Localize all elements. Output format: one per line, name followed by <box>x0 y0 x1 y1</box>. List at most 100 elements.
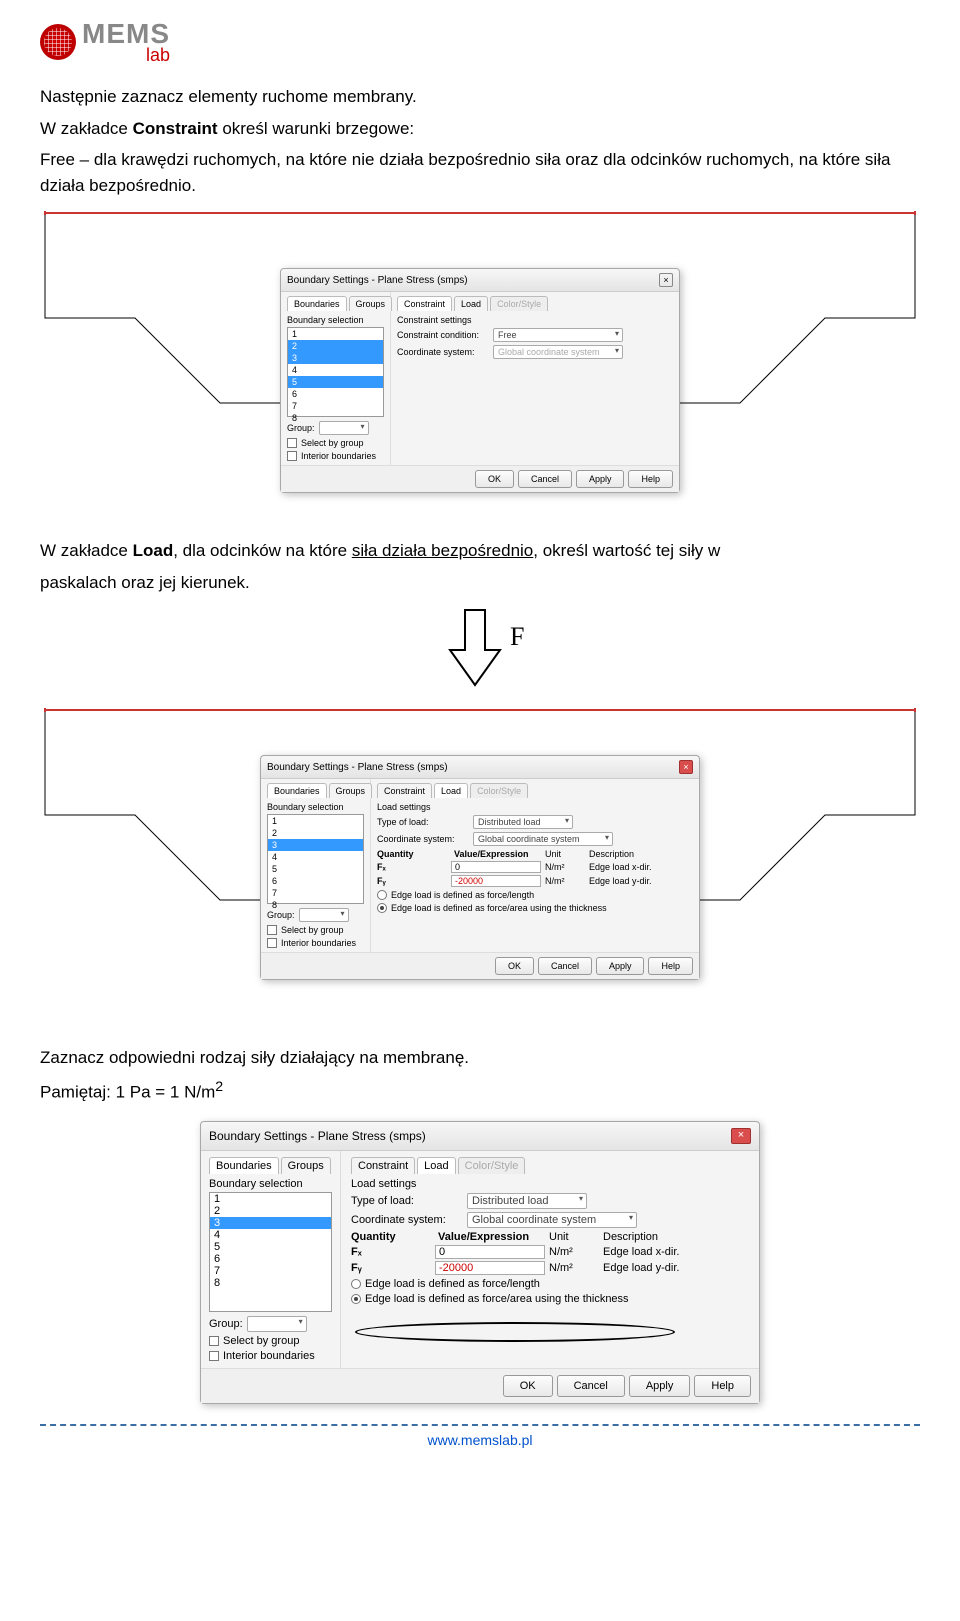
logo-mems: MEMS <box>82 20 170 48</box>
check-interior[interactable]: Interior boundaries <box>267 938 364 948</box>
constraint-condition-select[interactable]: Free <box>493 328 623 342</box>
tab-color[interactable]: Color/Style <box>490 296 548 311</box>
tab-constraint[interactable]: Constraint <box>397 296 452 311</box>
apply-button[interactable]: Apply <box>596 957 645 975</box>
check-interior[interactable]: Interior boundaries <box>287 451 384 461</box>
coord-sys-select[interactable]: Global coordinate system <box>467 1212 637 1228</box>
fy-desc: Edge load y-dir. <box>603 1262 749 1274</box>
close-icon[interactable]: × <box>731 1128 751 1144</box>
cancel-button[interactable]: Cancel <box>538 957 592 975</box>
tab-load[interactable]: Load <box>454 296 488 311</box>
tab-boundaries[interactable]: Boundaries <box>287 296 347 311</box>
para-4: Pamiętaj: 1 Pa = 1 N/m2 <box>40 1077 920 1105</box>
fx-label: Fₓ <box>377 862 447 872</box>
tab-groups[interactable]: Groups <box>349 296 393 311</box>
group-select[interactable] <box>299 908 349 922</box>
cancel-button[interactable]: Cancel <box>557 1375 625 1397</box>
ok-button[interactable]: OK <box>475 470 514 488</box>
tab-color[interactable]: Color/Style <box>458 1157 526 1174</box>
fx-unit: N/m² <box>549 1246 599 1258</box>
group-select[interactable] <box>319 421 369 435</box>
help-button[interactable]: Help <box>628 470 673 488</box>
boundary-list[interactable]: 1 2 3 4 5 6 7 8 <box>209 1192 332 1312</box>
ok-button[interactable]: OK <box>495 957 534 975</box>
tab-constraint[interactable]: Constraint <box>377 783 432 798</box>
coord-sys-label: Coordinate system: <box>377 834 467 844</box>
check-select-by-group[interactable]: Select by group <box>209 1335 332 1347</box>
ok-button[interactable]: OK <box>503 1375 553 1397</box>
membrane-diagram-2: Boundary Settings - Plane Stress (smps) … <box>40 705 920 1015</box>
fy-label: Fᵧ <box>351 1262 431 1274</box>
fy-input[interactable]: -20000 <box>435 1261 545 1275</box>
tab-constraint[interactable]: Constraint <box>351 1157 415 1174</box>
help-button[interactable]: Help <box>648 957 693 975</box>
coord-sys-select[interactable]: Global coordinate system <box>473 832 613 846</box>
group-label: Group: <box>267 910 295 920</box>
dialog-titlebar[interactable]: Boundary Settings - Plane Stress (smps) … <box>281 269 679 292</box>
dialog-load-large: Boundary Settings - Plane Stress (smps) … <box>200 1121 760 1404</box>
dialog-load: Boundary Settings - Plane Stress (smps) … <box>260 755 700 980</box>
group-label: Group: <box>287 423 315 433</box>
boundary-selection-label: Boundary selection <box>267 802 364 812</box>
dialog-title: Boundary Settings - Plane Stress (smps) <box>267 762 448 773</box>
fy-unit: N/m² <box>549 1262 599 1274</box>
radio-force-length[interactable]: Edge load is defined as force/length <box>377 890 693 900</box>
dialog-titlebar[interactable]: Boundary Settings - Plane Stress (smps) … <box>201 1122 759 1151</box>
type-of-load-select[interactable]: Distributed load <box>467 1193 587 1209</box>
close-icon[interactable]: × <box>679 760 693 774</box>
fy-input[interactable]: -20000 <box>451 875 541 887</box>
para-2: W zakładce Load, dla odcinków na które s… <box>40 538 920 564</box>
dialog-constraint: Boundary Settings - Plane Stress (smps) … <box>280 268 680 493</box>
para-1a: Następnie zaznacz elementy ruchome membr… <box>40 84 920 110</box>
para-3: Zaznacz odpowiedni rodzaj siły działając… <box>40 1045 920 1071</box>
membrane-diagram-1: Boundary Settings - Plane Stress (smps) … <box>40 208 920 508</box>
tab-groups[interactable]: Groups <box>281 1157 331 1174</box>
tab-load[interactable]: Load <box>434 783 468 798</box>
group-label: Group: <box>209 1318 243 1330</box>
check-select-by-group[interactable]: Select by group <box>267 925 364 935</box>
fx-unit: N/m² <box>545 862 585 872</box>
coord-sys-label: Coordinate system: <box>351 1214 461 1226</box>
footer-divider <box>40 1424 920 1426</box>
para-1b: W zakładce Constraint określ warunki brz… <box>40 116 920 142</box>
constraint-settings-label: Constraint settings <box>397 315 673 325</box>
load-settings-label: Load settings <box>351 1178 749 1190</box>
fx-desc: Edge load x-dir. <box>603 1246 749 1258</box>
radio-force-length[interactable]: Edge load is defined as force/length <box>351 1278 749 1290</box>
logo-icon <box>40 24 76 60</box>
fx-desc: Edge load x-dir. <box>589 862 693 872</box>
group-select[interactable] <box>247 1316 307 1332</box>
dialog-titlebar[interactable]: Boundary Settings - Plane Stress (smps) … <box>261 756 699 779</box>
close-icon[interactable]: × <box>659 273 673 287</box>
fx-label: Fₓ <box>351 1246 431 1258</box>
type-of-load-select[interactable]: Distributed load <box>473 815 573 829</box>
tab-load[interactable]: Load <box>417 1157 455 1174</box>
help-button[interactable]: Help <box>694 1375 751 1397</box>
footer-link[interactable]: www.memslab.pl <box>40 1432 920 1448</box>
fy-label: Fᵧ <box>377 876 447 886</box>
tab-groups[interactable]: Groups <box>329 783 373 798</box>
fx-input[interactable]: 0 <box>451 861 541 873</box>
tab-boundaries[interactable]: Boundaries <box>267 783 327 798</box>
apply-button[interactable]: Apply <box>629 1375 691 1397</box>
tab-boundaries[interactable]: Boundaries <box>209 1157 279 1174</box>
boundary-selection-label: Boundary selection <box>287 315 384 325</box>
coord-sys-select[interactable]: Global coordinate system <box>493 345 623 359</box>
fy-unit: N/m² <box>545 876 585 886</box>
radio-force-area[interactable]: Edge load is defined as force/area using… <box>351 1293 749 1305</box>
check-select-by-group[interactable]: Select by group <box>287 438 384 448</box>
load-settings-label: Load settings <box>377 802 693 812</box>
check-interior[interactable]: Interior boundaries <box>209 1350 332 1362</box>
tab-color[interactable]: Color/Style <box>470 783 528 798</box>
type-of-load-label: Type of load: <box>351 1195 461 1207</box>
boundary-list[interactable]: 1 2 3 4 5 6 7 8 <box>267 814 364 904</box>
type-of-load-label: Type of load: <box>377 817 467 827</box>
cancel-button[interactable]: Cancel <box>518 470 572 488</box>
force-label: F <box>510 622 524 651</box>
fx-input[interactable]: 0 <box>435 1245 545 1259</box>
boundary-list[interactable]: 1 2 3 4 5 6 7 8 <box>287 327 384 417</box>
boundary-selection-label: Boundary selection <box>209 1178 332 1190</box>
dialog-title: Boundary Settings - Plane Stress (smps) <box>209 1129 426 1143</box>
radio-force-area[interactable]: Edge load is defined as force/area using… <box>377 903 693 913</box>
apply-button[interactable]: Apply <box>576 470 625 488</box>
